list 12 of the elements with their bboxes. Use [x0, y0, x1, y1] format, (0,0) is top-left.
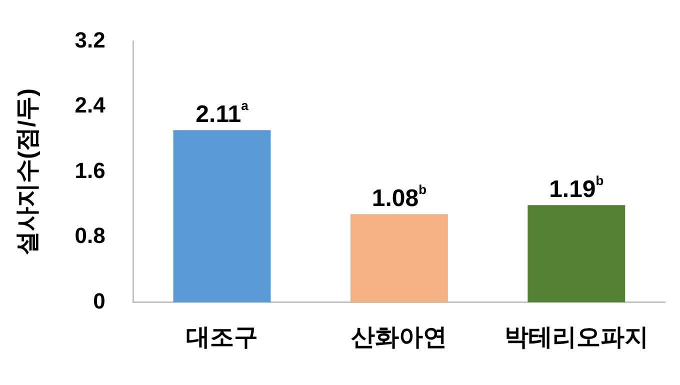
y-tick-label: 3.2 [74, 27, 106, 52]
y-tick-label: 1.6 [74, 158, 106, 183]
x-tick-label: 박테리오파지 [504, 324, 648, 352]
y-tick-label: 2.4 [74, 92, 106, 118]
bar [528, 205, 626, 302]
y-tick-label: 0 [93, 288, 106, 314]
y-axis-title: 설사지수(점/두) [14, 88, 42, 256]
bar [350, 214, 448, 302]
y-tick-label: 0.8 [74, 223, 106, 248]
x-tick-label: 산화아연 [351, 324, 448, 352]
bar [173, 130, 271, 302]
x-tick-label: 대조구 [186, 324, 258, 352]
